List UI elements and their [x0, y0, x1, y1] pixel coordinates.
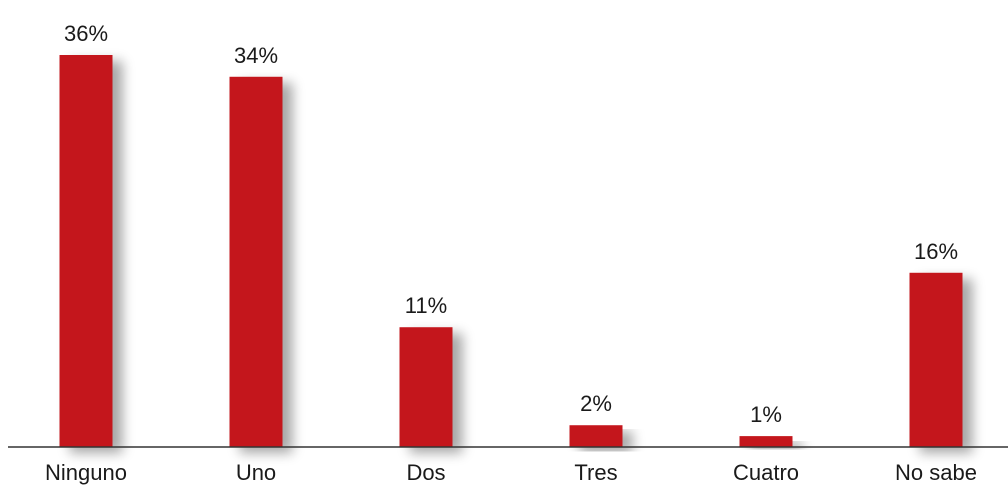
x-tick-label-dos: Dos [406, 460, 445, 485]
data-label-no-sabe: 16% [914, 239, 958, 264]
bar-uno [229, 76, 283, 448]
bar-ninguno [59, 55, 113, 447]
bar-cuatro [739, 436, 793, 447]
x-tick-label-ninguno: Ninguno [45, 460, 127, 485]
data-labels-group: 36% 34% 11% 2% 1% 16% [64, 21, 958, 427]
data-label-tres: 2% [580, 391, 612, 416]
data-label-cuatro: 1% [750, 402, 782, 427]
x-tick-label-tres: Tres [574, 460, 617, 485]
data-label-uno: 34% [234, 43, 278, 68]
data-label-dos: 11% [405, 293, 447, 318]
x-tick-label-no-sabe: No sabe [895, 460, 977, 485]
x-tick-labels-group: Ninguno Uno Dos Tres Cuatro No sabe [45, 460, 977, 485]
bar-dos [399, 327, 453, 447]
x-tick-label-cuatro: Cuatro [733, 460, 799, 485]
data-label-ninguno: 36% [64, 21, 108, 46]
bar-no-sabe [909, 272, 963, 447]
x-tick-label-uno: Uno [236, 460, 276, 485]
bars-group [59, 55, 963, 448]
bar-tres [569, 425, 623, 447]
